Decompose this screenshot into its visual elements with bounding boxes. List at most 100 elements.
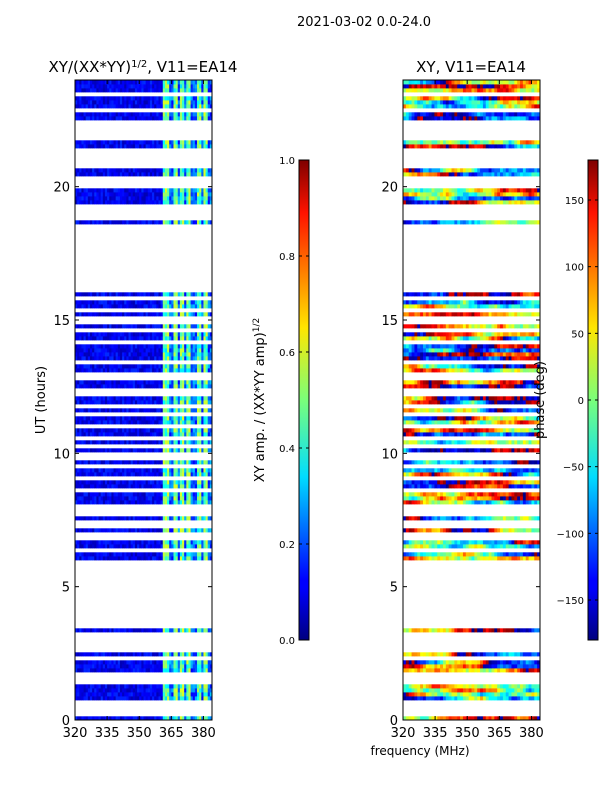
heatmap-cell <box>128 144 132 149</box>
heatmap-cell <box>158 172 162 177</box>
heatmap-cell <box>162 380 166 385</box>
heatmap-cell <box>169 400 172 405</box>
heatmap-cell <box>164 516 168 521</box>
heatmap-cell <box>139 556 142 561</box>
heatmap-cell <box>124 356 127 361</box>
heatmap-cell <box>75 692 78 697</box>
heatmap-cell <box>169 140 172 145</box>
heatmap-cell <box>156 116 159 121</box>
heatmap-cell <box>75 356 78 361</box>
heatmap-cell <box>149 188 153 193</box>
heatmap-cell <box>83 516 87 521</box>
heatmap-cell <box>85 80 89 85</box>
heatmap-cell <box>85 140 89 145</box>
heatmap-cell <box>143 460 147 465</box>
heatmap-cell <box>104 428 108 433</box>
heatmap-cell <box>107 84 110 89</box>
heatmap-cell <box>122 200 125 205</box>
heatmap-cell <box>194 300 198 305</box>
heatmap-cell <box>160 500 164 505</box>
heatmap-cell <box>111 100 114 105</box>
heatmap-cell <box>147 104 151 109</box>
heatmap-cell <box>171 440 174 445</box>
heatmap-cell <box>107 332 110 337</box>
heatmap-cell <box>113 432 117 437</box>
heatmap-cell <box>440 628 444 633</box>
heatmap-cell <box>87 396 91 401</box>
heatmap-cell <box>113 484 117 489</box>
heatmap-cell <box>408 652 412 657</box>
heatmap-cell <box>134 480 138 485</box>
amplitude-heatmap[interactable] <box>75 80 213 721</box>
heatmap-cell <box>98 472 102 477</box>
heatmap-cell <box>162 552 166 557</box>
heatmap-cell <box>124 332 127 337</box>
heatmap-cell <box>77 196 80 201</box>
heatmap-cell <box>177 220 181 225</box>
heatmap-cell <box>87 496 91 501</box>
heatmap-cell <box>98 172 102 177</box>
heatmap-cell <box>77 100 80 105</box>
heatmap-cell <box>445 688 450 693</box>
heatmap-cell <box>152 144 155 149</box>
heatmap-cell <box>188 396 191 401</box>
heatmap-cell <box>117 80 121 85</box>
heatmap-cell <box>79 336 82 341</box>
heatmap-cell <box>491 660 495 665</box>
heatmap-cell <box>141 220 144 225</box>
heatmap-cell <box>75 300 78 305</box>
heatmap-cell <box>420 696 424 701</box>
heatmap-cell <box>77 516 80 521</box>
heatmap-cell <box>100 396 104 401</box>
heatmap-cell <box>149 664 153 669</box>
heatmap-cell <box>209 492 213 497</box>
heatmap-cell <box>175 460 179 465</box>
heatmap-cell <box>119 384 123 389</box>
phase-heatmap[interactable] <box>403 80 541 721</box>
heatmap-cell <box>408 668 412 673</box>
heatmap-cell <box>177 312 181 317</box>
heatmap-cell <box>81 416 84 421</box>
heatmap-cell <box>111 544 114 549</box>
heatmap-cell <box>154 332 157 337</box>
heatmap-cell <box>100 144 104 149</box>
heatmap-cell <box>79 352 82 357</box>
heatmap-cell <box>96 144 99 149</box>
heatmap-cell <box>154 140 157 145</box>
heatmap-cell <box>113 448 117 453</box>
heatmap-cell <box>188 304 191 309</box>
heatmap-cell <box>192 88 196 93</box>
heatmap-cell <box>199 496 202 501</box>
heatmap-cell <box>192 380 196 385</box>
heatmap-cell <box>209 88 213 93</box>
amplitude-colorbar-ticks: 0.00.20.40.60.81.0 <box>279 156 309 647</box>
heatmap-cell <box>405 692 410 697</box>
heatmap-cell <box>143 384 147 389</box>
heatmap-cell <box>194 400 198 405</box>
heatmap-cell <box>182 200 185 205</box>
heatmap-cell <box>194 660 198 665</box>
heatmap-cell <box>156 696 159 701</box>
heatmap-cell <box>408 628 412 633</box>
heatmap-cell <box>92 84 95 89</box>
heatmap-cell <box>122 516 125 521</box>
heatmap-cell <box>158 336 162 341</box>
heatmap-cell <box>115 200 119 205</box>
heatmap-cell <box>83 480 87 485</box>
heatmap-cell <box>194 80 198 85</box>
heatmap-cell <box>190 384 194 389</box>
heatmap-cell <box>173 292 177 297</box>
heatmap-cell <box>158 540 162 545</box>
heatmap-cell <box>167 448 170 453</box>
heatmap-cell <box>126 668 129 673</box>
heatmap-cell <box>205 396 209 401</box>
heatmap-cell <box>115 692 119 697</box>
heatmap-cell <box>149 408 153 413</box>
heatmap-cell <box>534 684 538 689</box>
heatmap-cell <box>102 140 106 145</box>
heatmap-cell <box>126 380 129 385</box>
heatmap-cell <box>75 384 78 389</box>
heatmap-cell <box>79 408 82 413</box>
heatmap-cell <box>179 344 183 349</box>
heatmap-cell <box>197 300 200 305</box>
